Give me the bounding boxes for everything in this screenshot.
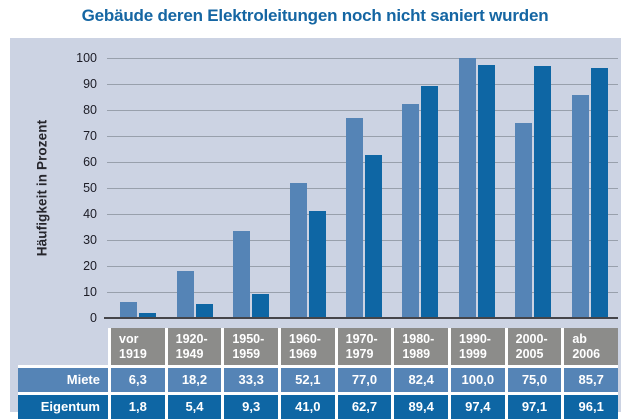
bar-miete-1: [120, 301, 138, 318]
table-value-miete-7: 100,0: [451, 368, 505, 392]
table-header-3: 1950- 1959: [224, 328, 278, 365]
bar-miete-5: [345, 117, 363, 318]
y-tick-label-10: 10: [83, 285, 97, 299]
chart-title: Gebäude deren Elektroleitungen noch nich…: [81, 6, 549, 25]
y-tick-label-70: 70: [83, 129, 97, 143]
table-value-miete-5: 77,0: [337, 368, 392, 392]
table-value-miete-2: 18,2: [167, 368, 222, 392]
table-corner-cell: [18, 328, 108, 365]
bar-group-6: [392, 58, 448, 318]
y-tick-label-90: 90: [83, 77, 97, 91]
gridline-100: [107, 58, 618, 59]
table-value-eigentum-7: 97,4: [451, 395, 505, 419]
table-row-label-miete: Miete: [18, 368, 108, 392]
table-value-eigentum-6: 89,4: [394, 395, 448, 419]
bar-group-8: [505, 58, 561, 318]
table-value-miete-1: 6,3: [111, 368, 165, 392]
table-header-2: 1920- 1949: [167, 328, 222, 365]
table-value-eigentum-2: 5,4: [167, 395, 222, 419]
bar-eigentum-2: [195, 303, 213, 318]
bar-eigentum-1: [139, 313, 157, 318]
bar-group-2: [166, 58, 222, 318]
bar-miete-9: [571, 95, 589, 318]
table-value-miete-3: 33,3: [224, 368, 278, 392]
table-header-4: 1960- 1969: [281, 328, 335, 365]
table-value-eigentum-9: 96,1: [564, 395, 618, 419]
table-header-6: 1980- 1989: [394, 328, 448, 365]
bar-eigentum-8: [534, 65, 552, 318]
data-table: vor 1919 1920- 1949 1950- 1959 1960- 1969 19…: [18, 328, 618, 419]
y-tick-label-50: 50: [83, 181, 97, 195]
y-tick-label-30: 30: [83, 233, 97, 247]
table-value-miete-8: 75,0: [507, 368, 562, 392]
bar-eigentum-9: [590, 68, 608, 318]
table-value-eigentum-5: 62,7: [337, 395, 392, 419]
bar-series-area: [110, 58, 618, 318]
bar-group-3: [223, 58, 279, 318]
table-value-miete-9: 85,7: [564, 368, 618, 392]
table-value-miete-6: 82,4: [394, 368, 448, 392]
y-tick-label-40: 40: [83, 207, 97, 221]
table-header-9: ab 2006: [564, 328, 618, 365]
bar-group-1: [110, 58, 166, 318]
bar-eigentum-3: [252, 293, 270, 318]
gridline-80: [107, 110, 618, 111]
y-tick-label-80: 80: [83, 103, 97, 117]
y-axis-ticks: 0 10 20 30 40 50 60 70 80 90 100: [40, 51, 97, 325]
bar-miete-7: [458, 58, 476, 318]
bar-group-9: [562, 58, 618, 318]
y-tick-label-0: 0: [90, 311, 97, 325]
bar-group-7: [449, 58, 505, 318]
bar-eigentum-6: [421, 85, 439, 318]
bar-eigentum-7: [477, 64, 495, 318]
table-header-1: vor 1919: [111, 328, 165, 365]
table-value-eigentum-4: 41,0: [281, 395, 335, 419]
gridline-90: [107, 84, 618, 85]
table-value-eigentum-3: 9,3: [224, 395, 278, 419]
bar-group-4: [279, 58, 335, 318]
bar-miete-2: [176, 270, 194, 318]
y-tick-label-60: 60: [83, 155, 97, 169]
y-tick-label-100: 100: [76, 51, 97, 65]
bar-miete-8: [515, 123, 533, 318]
bar-eigentum-5: [364, 154, 382, 318]
table-header-7: 1990- 1999: [451, 328, 505, 365]
table-value-miete-4: 52,1: [281, 368, 335, 392]
y-tick-label-20: 20: [83, 259, 97, 273]
table-row-label-eigentum: Eigentum: [18, 395, 108, 419]
bar-group-5: [336, 58, 392, 318]
bar-eigentum-4: [308, 211, 326, 318]
x-axis-line: [104, 317, 618, 319]
table-header-5: 1970- 1979: [337, 328, 392, 365]
table-header-8: 2000- 2005: [507, 328, 562, 365]
bar-miete-4: [289, 182, 307, 318]
bar-miete-6: [402, 103, 420, 318]
bar-miete-3: [233, 231, 251, 318]
table-value-eigentum-8: 97,1: [507, 395, 562, 419]
table-value-eigentum-1: 1,8: [111, 395, 165, 419]
